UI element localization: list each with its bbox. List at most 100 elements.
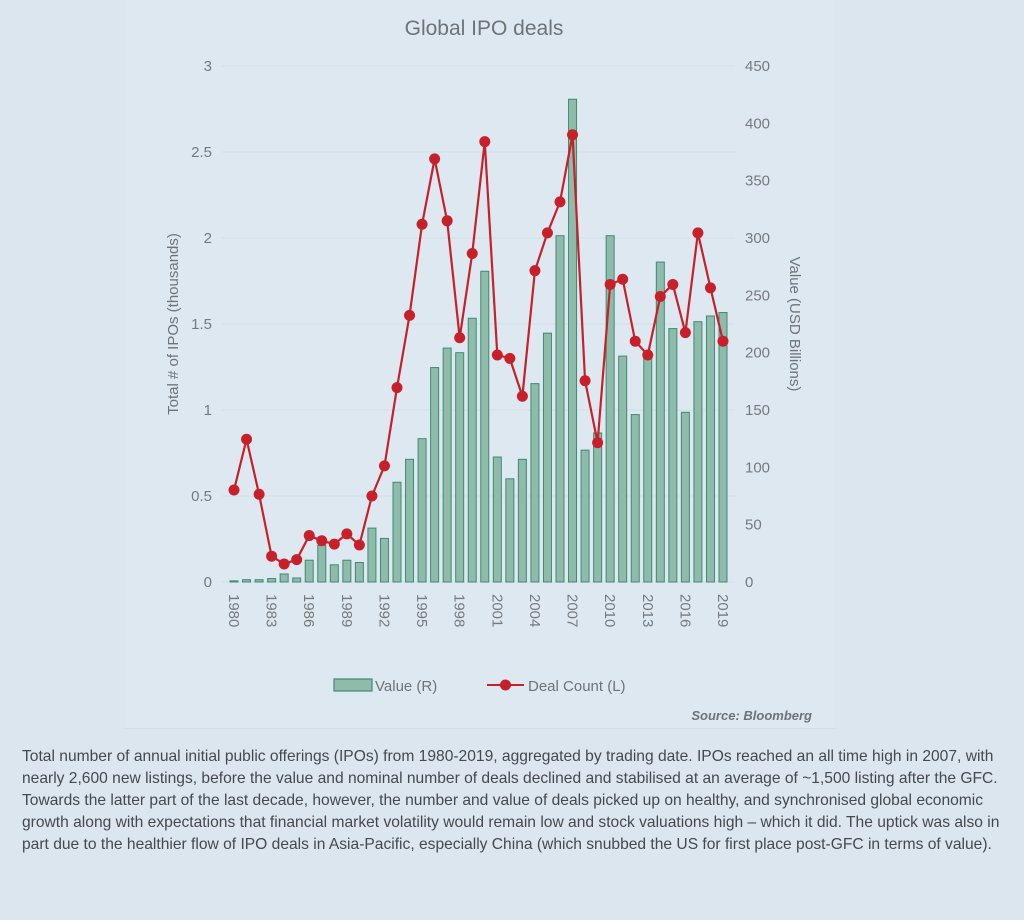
x-axis-ticks: 1980 1983 1986 1989 1992 1995 1998 2001 2004 2007… (225, 594, 731, 627)
x-tick-label: 2010 (601, 594, 618, 627)
deal-count-point-2009 (592, 437, 604, 449)
deal-count-point-1986 (303, 530, 315, 542)
deal-count-point-2017 (692, 227, 704, 239)
deal-count-point-2002 (504, 352, 516, 364)
x-tick-label: 1983 (263, 594, 280, 627)
value-bar-1980 (229, 580, 239, 583)
value-bar-1987 (317, 544, 327, 583)
deal-count-point-2006 (554, 196, 566, 208)
value-bar-2015 (668, 328, 678, 583)
deal-count-point-1996 (429, 153, 441, 165)
value-bar-2012 (630, 414, 640, 583)
left-tick-label: 0 (204, 574, 212, 591)
right-tick-label: 300 (745, 230, 770, 247)
ipo-chart: Global IPO deals 0 0.5 1 1.5 2 2.5 3 0 50 100 150… (165, 17, 803, 695)
value-bar-1988 (329, 564, 339, 583)
value-bar-1992 (379, 537, 389, 583)
right-tick-label: 200 (745, 345, 770, 362)
value-bar-1993 (392, 481, 402, 583)
legend-value-label: Value (R) (375, 678, 437, 695)
deal-count-point-1999 (466, 247, 478, 259)
deal-count-point-2016 (679, 327, 691, 339)
value-bar-2000 (480, 270, 490, 583)
value-bar-2004 (530, 383, 540, 583)
right-tick-label: 450 (745, 58, 770, 75)
deal-count-point-1989 (341, 528, 353, 540)
x-tick-label: 1986 (300, 594, 317, 627)
legend: Value (R) Deal Count (L) (333, 678, 626, 695)
value-bars (229, 98, 728, 583)
deal-count-point-1980 (228, 484, 240, 496)
x-tick-label: 1998 (451, 594, 468, 627)
value-bar-1984 (279, 573, 289, 583)
x-tick-label: 2013 (639, 594, 656, 627)
left-tick-label: 2 (204, 230, 212, 247)
value-bar-1983 (267, 578, 277, 583)
value-bar-2016 (680, 411, 690, 583)
chart-title: Global IPO deals (405, 17, 564, 40)
value-bar-2005 (542, 332, 552, 583)
deal-count-point-1995 (416, 218, 428, 230)
left-axis-label: Total # of IPOs (thousands) (165, 233, 182, 415)
value-bar-2002 (505, 478, 515, 583)
value-bar-2009 (593, 432, 603, 583)
x-tick-label: 2019 (714, 594, 731, 627)
legend-bar-swatch (333, 678, 373, 692)
deal-count-point-2010 (604, 278, 616, 290)
deal-count-point-1985 (291, 554, 303, 566)
value-bar-2017 (693, 321, 703, 583)
value-bar-1995 (417, 438, 427, 583)
deal-count-polyline (232, 133, 725, 566)
deal-count-point-1991 (366, 490, 378, 502)
x-tick-label: 2001 (488, 594, 505, 627)
value-bar-2011 (618, 355, 628, 583)
deal-count-point-1987 (316, 535, 328, 547)
left-tick-label: 3 (204, 58, 212, 75)
x-tick-label: 1992 (375, 594, 392, 627)
value-bar-1982 (254, 579, 264, 583)
left-tick-label: 1.5 (191, 316, 212, 333)
x-tick-label: 1989 (338, 594, 355, 627)
deal-count-point-1981 (241, 433, 253, 445)
value-bar-2014 (655, 261, 665, 583)
value-bar-2008 (580, 449, 590, 583)
right-tick-label: 0 (745, 574, 753, 591)
deal-count-point-2001 (491, 349, 503, 361)
deal-count-point-2014 (654, 290, 666, 302)
deal-count-point-2004 (529, 265, 541, 277)
deal-count-point-2005 (541, 227, 553, 239)
x-tick-label: 1980 (225, 594, 242, 627)
right-axis-label: Value (USD Billions) (786, 257, 803, 392)
value-bar-1985 (292, 577, 302, 583)
right-tick-label: 350 (745, 173, 770, 190)
value-bar-1999 (467, 317, 477, 583)
deal-count-point-1998 (454, 332, 466, 344)
deal-count-point-2015 (667, 278, 679, 290)
x-tick-label: 2007 (564, 594, 581, 627)
deal-count-point-1982 (253, 488, 265, 500)
deal-count-point-1993 (391, 382, 403, 394)
value-bar-2010 (605, 235, 615, 583)
value-bar-2018 (705, 315, 715, 583)
deal-count-point-2011 (617, 273, 629, 285)
source-note: Source: Bloomberg (691, 708, 812, 723)
deal-count-point-2003 (516, 390, 528, 402)
value-bar-1998 (455, 352, 465, 583)
deal-count-point-1988 (328, 538, 340, 550)
value-bar-1994 (405, 458, 415, 583)
deal-count-point-1994 (404, 309, 416, 321)
left-axis-ticks: 0 0.5 1 1.5 2 2.5 3 (191, 58, 212, 591)
left-tick-label: 2.5 (191, 144, 212, 161)
x-tick-label: 2016 (676, 594, 693, 627)
legend-deal-count-label: Deal Count (L) (528, 678, 626, 695)
right-axis-ticks: 0 50 100 150 200 250 300 350 400 450 (745, 58, 770, 591)
deal-count-point-2012 (629, 335, 641, 347)
deal-count-point-2000 (479, 136, 491, 148)
value-bar-1986 (304, 559, 314, 583)
value-bar-1990 (354, 562, 364, 583)
left-tick-label: 0.5 (191, 488, 212, 505)
deal-count-point-1992 (378, 460, 390, 472)
deal-count-point-2018 (704, 282, 716, 294)
deal-count-point-2008 (579, 375, 591, 387)
right-tick-label: 50 (745, 517, 762, 534)
